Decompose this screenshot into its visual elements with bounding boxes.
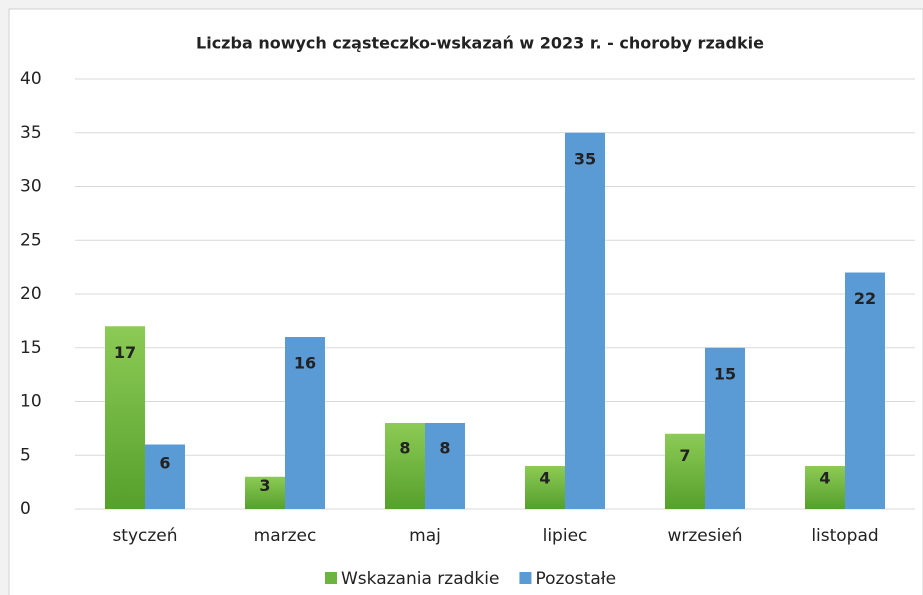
y-tick-label: 15 (20, 338, 42, 358)
y-tick-label: 5 (20, 445, 31, 465)
data-label: 4 (539, 468, 550, 487)
bar (665, 433, 705, 509)
x-tick-label: wrzesień (667, 526, 742, 546)
bar (525, 466, 565, 509)
data-label: 7 (679, 446, 690, 465)
bar (385, 423, 425, 509)
data-label: 22 (854, 289, 876, 308)
x-tick-label: listopad (811, 526, 878, 546)
x-tick-label: marzec (254, 526, 317, 546)
y-tick-label: 40 (20, 69, 42, 89)
bar (105, 326, 145, 509)
legend-label: Wskazania rzadkie (341, 569, 499, 589)
x-tick-label: maj (409, 526, 441, 546)
data-label: 35 (574, 149, 596, 168)
y-tick-label: 30 (20, 177, 42, 197)
data-label: 8 (399, 438, 410, 457)
data-label: 6 (159, 453, 170, 472)
chart-title: Liczba nowych cząsteczko-wskazań w 2023 … (196, 34, 764, 53)
bar (845, 272, 885, 509)
data-label: 3 (259, 476, 270, 495)
bar (245, 476, 285, 509)
bar (565, 132, 605, 509)
y-tick-label: 35 (20, 123, 42, 143)
legend-label: Pozostałe (535, 569, 616, 589)
y-tick-label: 10 (20, 392, 42, 412)
y-tick-label: 0 (20, 499, 31, 519)
data-label: 15 (714, 364, 736, 383)
bar (805, 466, 845, 509)
x-tick-label: lipiec (543, 526, 588, 546)
bar (145, 444, 185, 509)
x-tick-label: styczeń (112, 526, 177, 546)
data-label: 17 (114, 343, 136, 362)
bar (705, 347, 745, 509)
legend-swatch (519, 572, 532, 584)
data-label: 8 (439, 438, 450, 457)
data-label: 4 (819, 468, 830, 487)
bar (285, 337, 325, 509)
legend-swatch (325, 572, 337, 584)
data-label: 16 (294, 354, 316, 373)
y-tick-label: 20 (20, 284, 42, 304)
bar (425, 423, 465, 509)
y-tick-label: 25 (20, 230, 42, 250)
